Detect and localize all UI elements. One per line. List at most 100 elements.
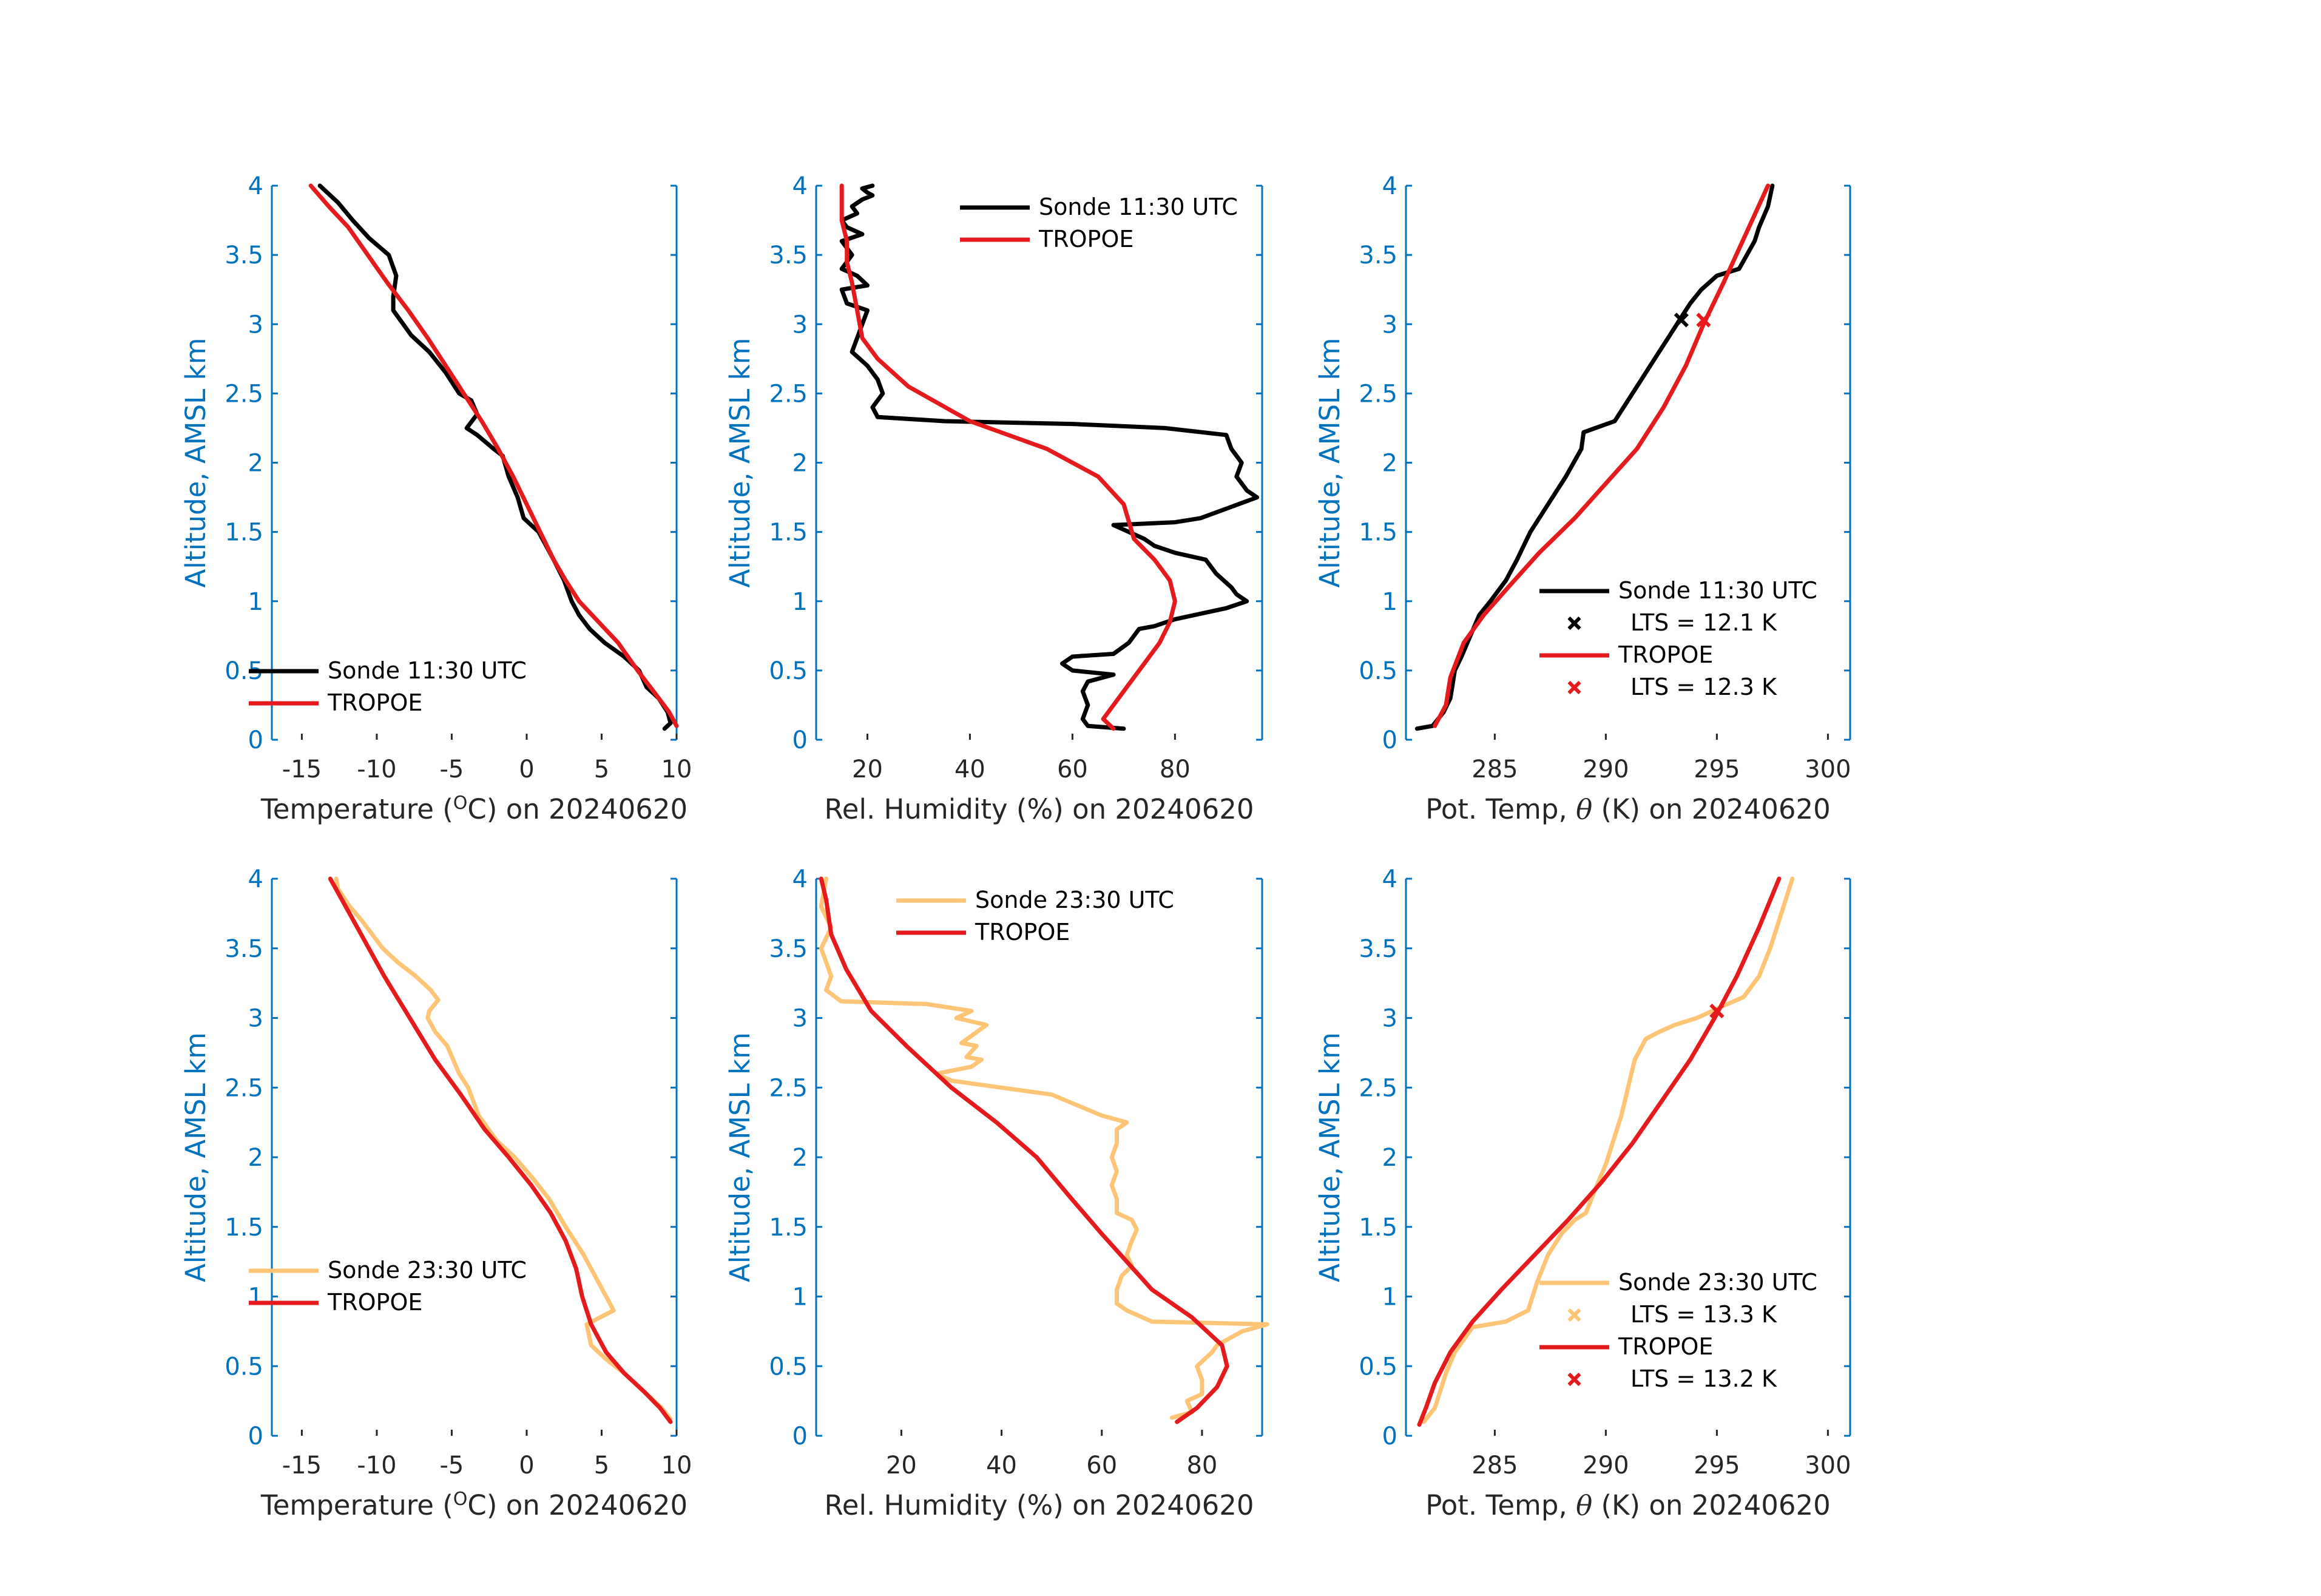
x-tick-label: 0 (519, 756, 534, 783)
y-tick-label: 2.5 (769, 1074, 808, 1102)
y-tick-label: 0 (1382, 1422, 1397, 1450)
legend: Sonde 11:30 UTC TROPOE (249, 657, 527, 716)
y-tick-label: 0 (792, 1422, 808, 1450)
x-tick-label: 80 (1186, 1452, 1217, 1479)
x-ticks: 20 40 60 80 (886, 1430, 1217, 1479)
y-ticks: 0 0.5 1 1.5 2 2.5 3 3.5 4 (1359, 172, 1850, 754)
y-tick-label: 3 (792, 1005, 808, 1033)
x-tick-label: 40 (954, 756, 985, 783)
y-tick-label: 3 (248, 1005, 263, 1033)
x-tick-label: 295 (1694, 756, 1740, 783)
lts-markers (1709, 1003, 1725, 1019)
y-tick-label: 2.5 (1359, 1074, 1397, 1102)
x-axis-label-post: (K) on 20240620 (1592, 793, 1831, 825)
x-tick-label: 10 (661, 1452, 692, 1479)
x-tick-label: -15 (282, 756, 322, 783)
x-tick-label: 295 (1694, 1452, 1740, 1479)
x-axis-label-theta: θ (1576, 793, 1592, 825)
series-line-tropoe (1433, 183, 1771, 728)
x-tick-label: 290 (1583, 756, 1629, 783)
legend-label-sonde-night: Sonde 23:30 UTC (1618, 1269, 1817, 1296)
legend-label-tropoe-lts: LTS = 13.2 K (1630, 1365, 1777, 1392)
y-tick-label: 2 (1382, 1144, 1397, 1172)
series-line-tropoe (1417, 876, 1782, 1427)
series-lines (1417, 876, 1795, 1427)
y-tick-label: 3.5 (1359, 242, 1397, 269)
y-tick-label: 1.5 (225, 519, 263, 547)
x-tick-label: 20 (886, 1452, 917, 1479)
y-axis-label: Altitude, AMSL km (1314, 1032, 1346, 1282)
x-axis-label-theta: θ (1576, 1489, 1592, 1521)
legend: Sonde 11:30 UTC LTS = 12.1 K TROPOE LTS … (1539, 577, 1817, 700)
legend-label-sonde-lts: LTS = 13.3 K (1630, 1301, 1777, 1328)
legend-label-sonde-day: Sonde 11:30 UTC (328, 657, 527, 684)
x-tick-label: 10 (661, 756, 692, 783)
y-tick-label: 0 (792, 726, 808, 754)
x-tick-label: -15 (282, 1452, 322, 1479)
y-tick-label: 1 (248, 588, 263, 616)
legend-entry-tropoe: TROPOE (1539, 641, 1713, 668)
x-ticks: -15 -10 -5 0 5 10 (282, 1430, 692, 1479)
x-tick-label: 80 (1160, 756, 1191, 783)
y-tick-label: 4 (248, 865, 263, 893)
series-line-tropoe (819, 876, 1229, 1424)
legend-cross-sonde-lts (1567, 616, 1581, 631)
y-tick-label: 2.5 (1359, 380, 1397, 408)
x-axis-label: Pot. Temp, θ (K) on 20240620 (1425, 1489, 1831, 1521)
y-tick-label: 0 (248, 1422, 263, 1450)
x-axis-label: Rel. Humidity (%) on 20240620 (825, 793, 1254, 825)
y-tick-label: 1.5 (769, 519, 808, 547)
x-tick-label: 300 (1805, 1452, 1851, 1479)
legend-entry-tropoe: TROPOE (249, 1289, 422, 1316)
x-tick-label: 40 (986, 1452, 1017, 1479)
legend-label-sonde-day: Sonde 11:30 UTC (1618, 577, 1817, 604)
y-tick-label: 3.5 (769, 935, 808, 963)
y-tick-label: 4 (792, 172, 808, 200)
y-ticks: 0 0.5 1 1.5 2 2.5 3 3.5 4 (769, 865, 1262, 1450)
y-tick-label: 1 (792, 588, 808, 616)
series-line-sonde (1421, 876, 1795, 1424)
y-tick-label: 3 (792, 311, 808, 339)
x-axis-label-superscript: O (453, 793, 468, 814)
y-tick-label: 2 (248, 1144, 263, 1172)
x-axis-label: Temperature (OC) on 20240620 (260, 1489, 688, 1521)
panel-humidity-day: 20 40 60 80 0 0.5 1 1.5 2 2.5 3 3.5 4 Altitude, AMS… (724, 172, 1263, 825)
x-axis-label-pre: Pot. Temp, (1425, 793, 1576, 825)
y-ticks: 0 0.5 1 1.5 2 2.5 3 3.5 4 (769, 172, 1262, 754)
x-ticks: 285 290 295 300 (1471, 1430, 1851, 1479)
legend: Sonde 23:30 UTC TROPOE (249, 1257, 527, 1316)
x-axis-label: Pot. Temp, θ (K) on 20240620 (1425, 793, 1831, 825)
x-tick-label: 5 (594, 756, 609, 783)
y-tick-label: 3.5 (225, 242, 263, 269)
legend-entry-sonde-lts: LTS = 13.3 K (1567, 1301, 1777, 1328)
legend-label-tropoe: TROPOE (1618, 1333, 1713, 1360)
y-tick-label: 3.5 (1359, 935, 1397, 963)
y-tick-label: 1 (248, 1283, 263, 1311)
series-line-tropoe (839, 183, 1177, 731)
x-ticks: 285 290 295 300 (1471, 734, 1851, 783)
legend-entry-sonde-night: Sonde 23:30 UTC (1539, 1269, 1817, 1296)
y-tick-label: 0 (1382, 726, 1397, 754)
y-tick-label: 2 (248, 450, 263, 478)
legend: Sonde 23:30 UTC TROPOE (896, 887, 1174, 945)
legend: Sonde 23:30 UTC LTS = 13.3 K TROPOE LTS … (1539, 1269, 1817, 1392)
x-tick-label: 290 (1583, 1452, 1629, 1479)
x-axis-label: Rel. Humidity (%) on 20240620 (825, 1489, 1254, 1521)
x-ticks: 20 40 60 80 (852, 734, 1191, 783)
panel-temperature-day: -15 -10 -5 0 5 10 00.511.522.533.54 Altitude,… (180, 172, 692, 825)
x-tick-label: 300 (1805, 756, 1851, 783)
y-tick-label: 2.5 (769, 380, 808, 408)
legend-entry-tropoe-lts: LTS = 13.2 K (1567, 1365, 1777, 1392)
y-ticks: 0 0.5 1 1.5 2 2.5 3 3.5 4 (225, 865, 677, 1450)
y-tick-label: 0.5 (769, 657, 808, 685)
lts-marker-tropoe (1696, 313, 1711, 328)
series-lines (819, 876, 1269, 1424)
legend-label-tropoe: TROPOE (327, 1289, 422, 1316)
legend-label-sonde-night: Sonde 23:30 UTC (328, 1257, 527, 1283)
y-tick-label: 3.5 (225, 935, 263, 963)
series-lines (1414, 183, 1775, 731)
panel-theta-night: 285 290 295 300 0 0.5 1 1.5 2 2.5 3 3.5 4 Altitude,… (1314, 865, 1851, 1521)
y-tick-label: 1 (1382, 1283, 1397, 1311)
legend-label-tropoe: TROPOE (1038, 226, 1133, 252)
x-tick-label: 60 (1057, 756, 1088, 783)
